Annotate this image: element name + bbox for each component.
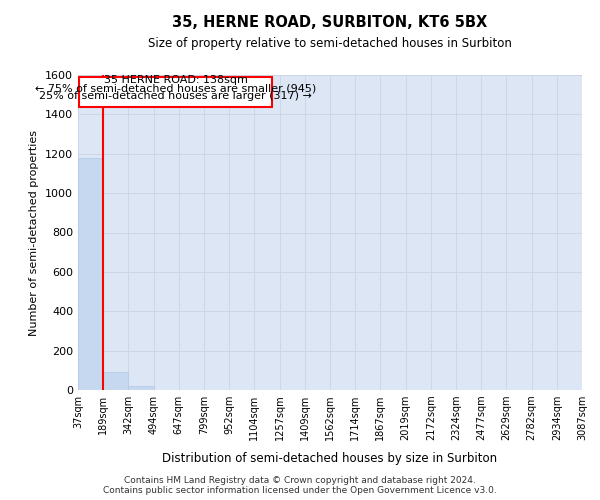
Y-axis label: Number of semi-detached properties: Number of semi-detached properties (29, 130, 40, 336)
Bar (128, 386, 154, 390)
Text: 35, HERNE ROAD, SURBITON, KT6 5BX: 35, HERNE ROAD, SURBITON, KT6 5BX (172, 15, 488, 30)
X-axis label: Distribution of semi-detached houses by size in Surbiton: Distribution of semi-detached houses by … (163, 452, 497, 464)
Text: ← 75% of semi-detached houses are smaller (945): ← 75% of semi-detached houses are smalle… (35, 83, 316, 93)
Bar (79, 76, 272, 108)
Bar (103, 372, 128, 390)
Text: Size of property relative to semi-detached houses in Surbiton: Size of property relative to semi-detach… (148, 38, 512, 51)
Text: Contains HM Land Registry data © Crown copyright and database right 2024.
Contai: Contains HM Land Registry data © Crown c… (103, 476, 497, 495)
Bar (78, 158, 103, 390)
Text: 25% of semi-detached houses are larger (317) →: 25% of semi-detached houses are larger (… (39, 91, 312, 101)
Text: 35 HERNE ROAD: 138sqm: 35 HERNE ROAD: 138sqm (104, 76, 248, 86)
